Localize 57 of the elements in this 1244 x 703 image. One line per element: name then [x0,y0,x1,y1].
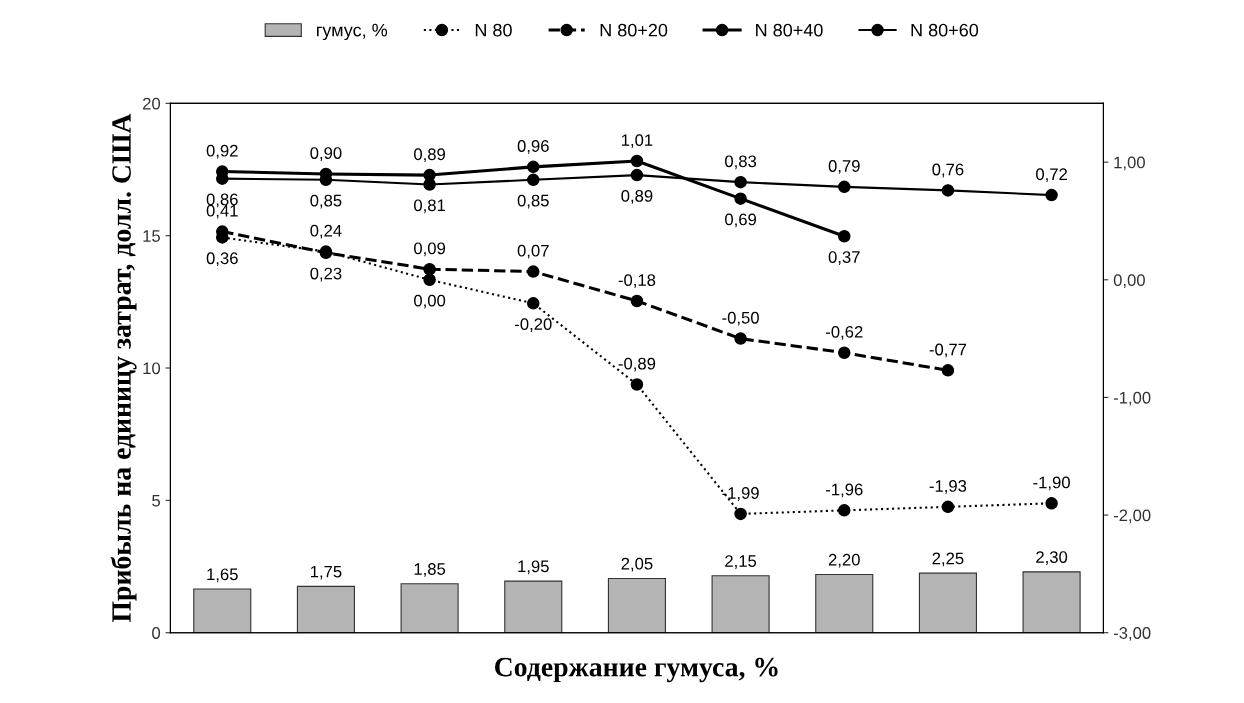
data-label: 0,09 [414,242,446,257]
data-label: -0,77 [929,343,967,358]
data-label: 1,65 [207,568,238,583]
data-label: 1,75 [310,565,342,580]
y-tick-label: 5 [152,494,161,507]
y2-tick-label: -1,00 [1113,391,1151,406]
data-label: 0,24 [310,224,342,239]
y2-tick-label: 0,00 [1113,274,1145,288]
data-label: 0,00 [414,294,446,309]
data-label: -1,93 [929,480,967,494]
y-tick-label: 20 [143,97,161,110]
data-label: -0,50 [722,311,759,326]
data-label: 0,07 [517,244,549,259]
data-label: 1,01 [621,134,653,148]
data-label: 0,92 [206,144,238,159]
data-label: 0,83 [725,155,757,170]
data-label: 0,37 [828,251,860,265]
data-label: -0,89 [618,357,656,372]
y2-tick-label: -3,00 [1113,627,1151,641]
data-label: 0,72 [1036,168,1067,183]
data-label: -1,99 [722,487,759,501]
legend-label: N 80+20 [600,23,668,37]
data-label: 0,76 [932,163,964,178]
data-label: 2,25 [932,552,964,567]
y-tick-label: 15 [143,230,161,242]
data-label: -1,96 [826,483,863,498]
data-label: 0,89 [621,189,653,204]
data-label: 0,89 [414,148,446,163]
y2-tick-label: 1,00 [1114,156,1145,171]
data-label: 0,90 [310,147,342,161]
data-label: 1,95 [518,560,549,575]
y-tick-label: 10 [143,362,161,375]
y2-tick-label: -2,00 [1113,509,1151,524]
y-axis-title: Прибыль на единицу затрат, долл. США [110,113,137,623]
data-label: 2,15 [725,555,757,569]
legend-label: N 80+60 [911,23,979,37]
data-label: 0,79 [828,160,860,174]
legend-label: N 80+40 [756,23,823,37]
data-label: 1,85 [414,563,446,577]
data-label: -0,18 [618,274,656,288]
data-label: 0,96 [517,140,549,154]
data-label: 2,05 [621,557,653,572]
data-label: 0,85 [517,194,549,209]
data-label: -0,62 [826,325,863,340]
legend-label: гумус, % [317,23,388,41]
x-axis-title: Содержание гумуса, % [494,657,778,683]
data-label: -0,20 [515,318,552,332]
data-label: 2,20 [828,553,860,568]
y-tick-label: 0 [152,627,161,639]
data-label: 0,81 [414,199,445,214]
data-label: -1,90 [1033,476,1070,491]
data-label: 0,69 [725,213,757,228]
data-label: 0,85 [310,194,342,209]
data-label: 0,23 [310,267,342,282]
data-label: 0,36 [206,252,238,267]
legend-label: N 80 [475,23,512,37]
data-label: 2,30 [1036,551,1068,565]
